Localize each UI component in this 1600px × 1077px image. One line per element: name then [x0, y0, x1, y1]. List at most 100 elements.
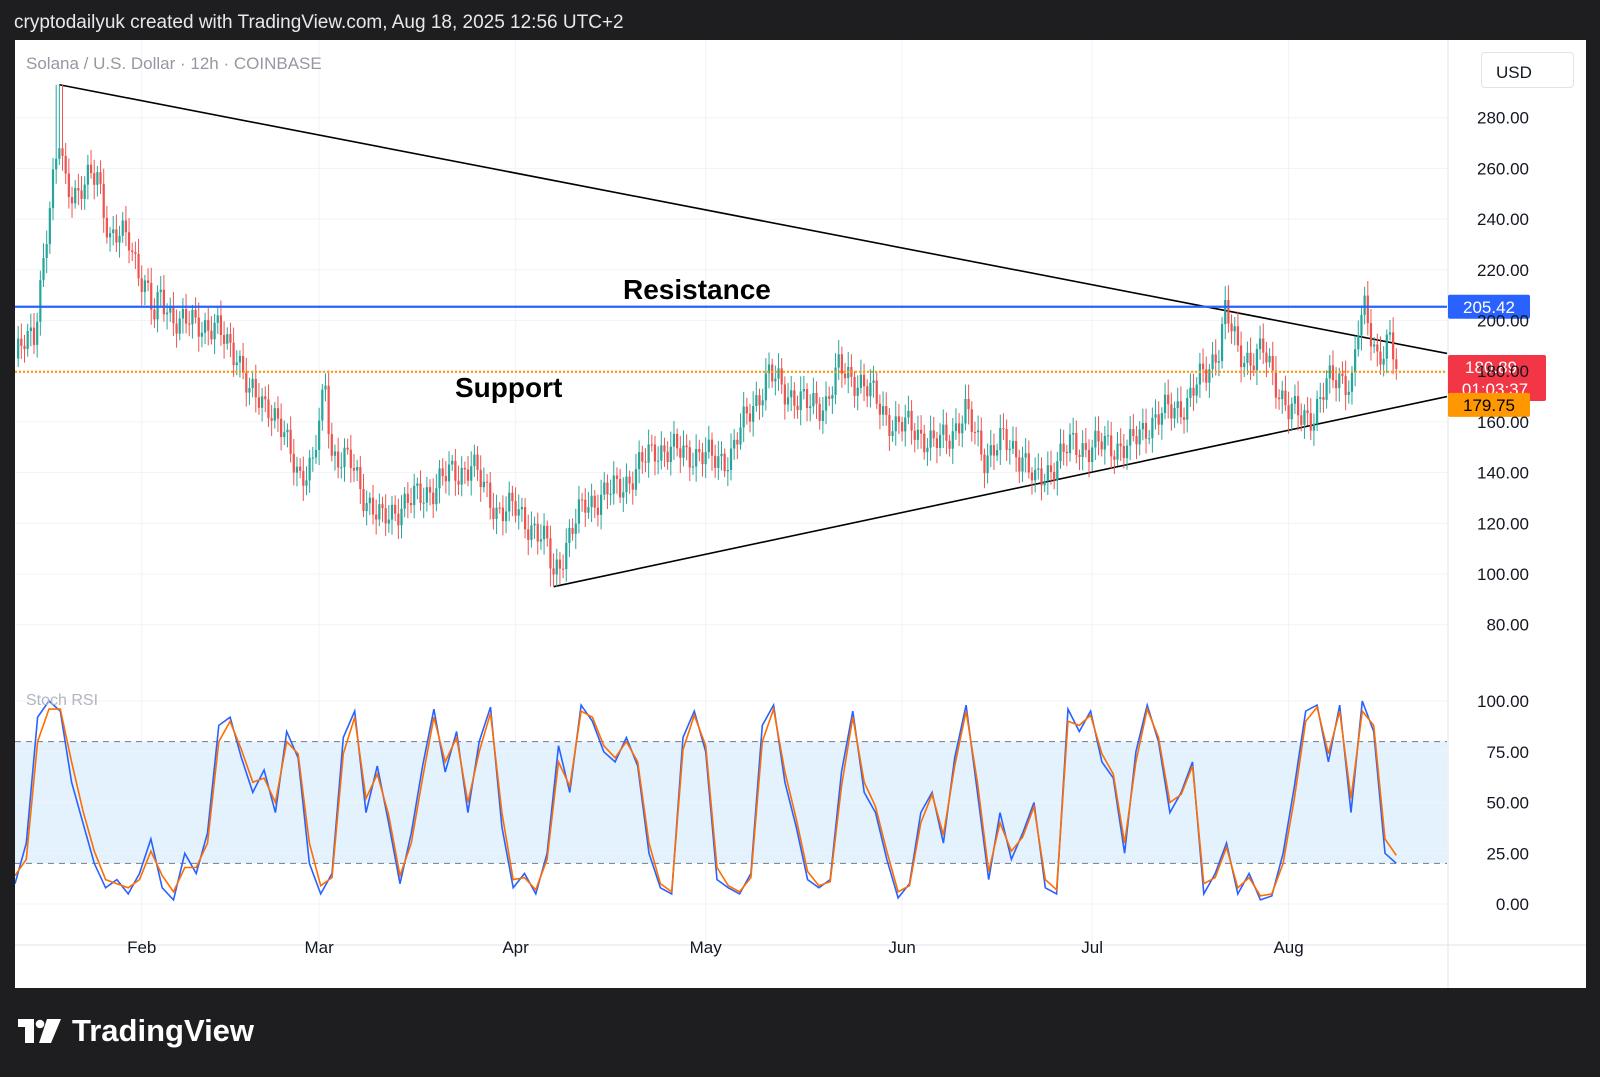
candle-body: [580, 499, 584, 501]
candle-body: [951, 431, 954, 449]
candle-body: [565, 542, 568, 570]
candle-body: [1037, 468, 1040, 470]
candle-body: [780, 368, 783, 385]
candle-body: [619, 478, 622, 498]
tradingview-logo: TradingView: [18, 1013, 254, 1049]
candle-body: [1385, 334, 1388, 359]
candle-body: [140, 278, 143, 292]
candle-body: [729, 448, 733, 470]
candle-body: [533, 523, 536, 526]
candle-body: [1205, 369, 1208, 383]
candle-body: [1220, 324, 1224, 362]
price-tick-label: 240.00: [1477, 210, 1529, 229]
candle-body: [435, 488, 438, 505]
candle-body: [1129, 429, 1132, 446]
candle-body: [1306, 410, 1309, 414]
candle-body: [843, 373, 847, 379]
candle-body: [1265, 352, 1268, 363]
candle-body: [172, 306, 175, 324]
candle-body: [900, 422, 904, 432]
candle-body: [733, 439, 736, 449]
candle-body: [1053, 472, 1056, 481]
trendline: [59, 83, 1448, 355]
candle-body: [615, 475, 619, 479]
candle-body: [840, 354, 843, 374]
candle-body: [546, 525, 549, 539]
candle-body: [587, 507, 590, 513]
candle-body: [866, 386, 869, 397]
candle-body: [1170, 404, 1173, 419]
candle-body: [1078, 454, 1081, 457]
candle-body: [961, 423, 964, 434]
candle-body: [584, 499, 587, 513]
candle-body: [191, 309, 194, 325]
candle-body: [463, 467, 466, 470]
candle-body: [980, 430, 983, 455]
candle-body: [929, 430, 932, 448]
candle-body: [1154, 414, 1157, 418]
candle-body: [926, 447, 929, 453]
candle-body: [571, 528, 574, 534]
candle-body: [58, 148, 61, 159]
candle-body: [321, 389, 324, 421]
candle-body: [723, 453, 726, 472]
candle-body: [137, 253, 140, 279]
candle-body: [96, 172, 99, 185]
candle-body: [872, 380, 875, 383]
candle-body: [1287, 405, 1290, 420]
candle-body: [432, 492, 435, 505]
candle-body: [229, 334, 232, 343]
candle-body: [409, 503, 413, 506]
resistance-price-tag: [1448, 294, 1530, 319]
candle-body: [1255, 349, 1259, 371]
candle-body: [720, 453, 723, 457]
candle-body: [1392, 332, 1395, 360]
candle-body: [1046, 465, 1049, 481]
candle-body: [824, 396, 828, 411]
candle-body: [919, 429, 923, 434]
candle-body: [428, 487, 432, 493]
candle-body: [897, 416, 901, 423]
candle-body: [1059, 443, 1062, 462]
candle-body: [1233, 326, 1236, 332]
candle-body: [1284, 390, 1287, 406]
candle-body: [726, 469, 729, 472]
candle-body: [701, 452, 704, 465]
candle-body: [812, 392, 815, 407]
chart-panel[interactable]: 205.42 180.89 01:03:37 179.75 80.00 100.00 12…: [15, 40, 1586, 988]
candle-body: [305, 480, 308, 486]
candle-body: [121, 220, 124, 236]
chart-attribution: cryptodailyuk created with TradingView.c…: [14, 12, 624, 33]
candle-body: [907, 410, 910, 418]
candle-body: [1376, 344, 1379, 352]
candle-body: [1388, 332, 1392, 335]
candle-body: [818, 403, 821, 421]
candle-body: [631, 483, 634, 490]
candle-body: [1065, 451, 1068, 454]
candle-body: [476, 454, 479, 470]
candle-body: [368, 497, 371, 504]
candle-body: [77, 188, 80, 191]
candle-body: [1236, 326, 1240, 346]
candle-body: [641, 452, 644, 462]
candle-body: [590, 495, 593, 508]
candle-body: [942, 424, 945, 435]
currency-button[interactable]: USD: [1481, 52, 1574, 88]
candle-body: [413, 485, 416, 506]
candle-body: [1030, 472, 1034, 481]
candle-body: [197, 317, 200, 337]
candle-body: [375, 514, 378, 520]
candle-body: [254, 378, 257, 398]
candle-body: [1008, 448, 1011, 450]
candle-body: [501, 507, 505, 522]
candle-body: [70, 197, 74, 204]
candle-body: [1217, 361, 1221, 363]
candle-body: [162, 289, 166, 315]
candle-body: [948, 440, 951, 449]
candle-body: [64, 155, 67, 174]
candle-body: [1360, 314, 1363, 336]
candle-body: [425, 487, 428, 503]
stoch-rsi-d-line: [15, 705, 1397, 897]
candle-body: [273, 408, 276, 421]
